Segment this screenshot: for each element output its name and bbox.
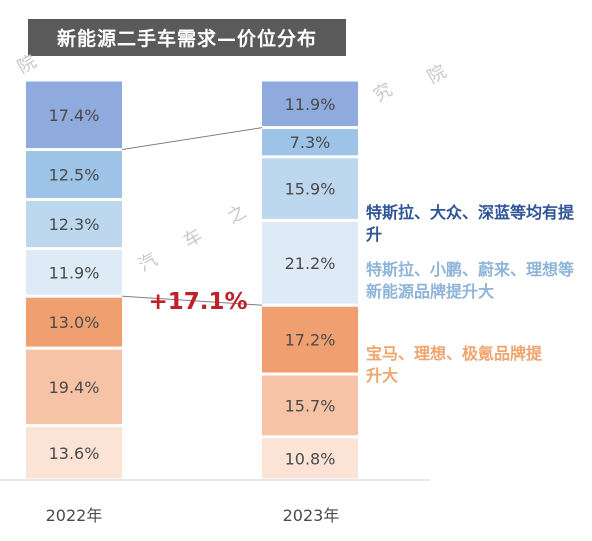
growth-label: +17.1% [148,289,247,315]
bar-segment-2022-2 [26,297,122,347]
data-label-2022-2: 13.0% [49,313,100,332]
bar-segment-2022-5 [26,151,122,198]
annotation-premium: 宝马、理想、极氪品牌提升大 [366,344,543,385]
data-label-2022-5: 12.5% [49,166,100,185]
data-label-2022-1: 19.4% [49,378,100,397]
connector-line-bottom [121,295,263,306]
x-tick-label-2022: 2022年 [46,506,103,525]
watermark-glyph: 院 [424,61,450,88]
bar-segment-2023-4 [262,158,358,219]
bar-segment-2023-6 [262,81,358,127]
bar-segment-2023-0 [262,438,358,479]
data-label-2023-1: 15.7% [285,396,336,415]
watermark-glyph: 汽 [135,249,161,276]
data-label-2022-3: 11.9% [49,263,100,282]
watermark-glyph: 车 [180,225,206,252]
bar-segment-2023-3 [262,221,358,304]
annotation-new-energy: 特斯拉、小鹏、蔚来、理想等新能源品牌提升大 [366,260,575,301]
column-2023: 10.8% 15.7% 17.2% 21.2% 15.9% 7.3% 11.9% [262,81,358,479]
bar-segment-2023-5 [262,129,358,156]
bar-segment-2023-2 [262,306,358,373]
data-label-2023-5: 7.3% [290,133,331,152]
x-tick-label-2023: 2023年 [283,506,340,525]
annotation-mid-upper: 特斯拉、大众、深蓝等均有提升 [366,203,575,244]
chart-title: 新能源二手车需求—价位分布 [28,19,346,56]
bar-segment-2022-4 [26,200,122,248]
column-2022: 13.6% 19.4% 13.0% 11.9% 12.3% 12.5% 17.4% [26,81,122,479]
connector-line-top [121,127,263,151]
data-label-2023-2: 17.2% [285,331,336,350]
data-label-2022-6: 17.4% [49,106,100,125]
data-label-2022-4: 12.3% [49,215,100,234]
data-label-2023-6: 11.9% [285,95,336,114]
watermark-glyph: 之 [224,201,250,228]
bar-segment-2022-0 [26,427,122,479]
data-label-2023-0: 10.8% [285,449,336,468]
bar-segment-2022-6 [26,81,122,149]
bar-segment-2022-3 [26,250,122,295]
watermark-glyph: 究 [370,79,396,106]
bar-segment-2022-1 [26,349,122,425]
data-label-2022-0: 13.6% [49,444,100,463]
watermark-glyph: 院 [14,51,40,78]
data-label-2023-3: 21.2% [285,254,336,273]
bar-segment-2023-1 [262,375,358,436]
data-label-2023-4: 15.9% [285,180,336,199]
